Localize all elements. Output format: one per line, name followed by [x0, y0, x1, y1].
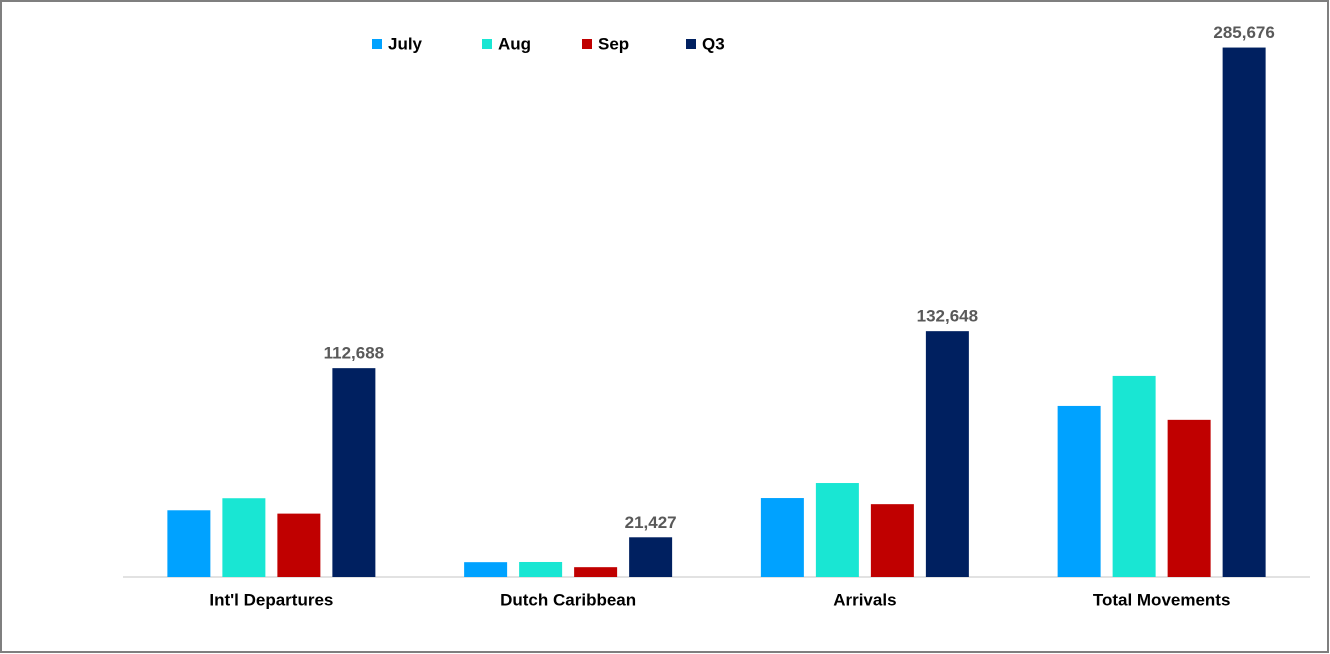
bar	[925, 331, 969, 577]
legend-label: Sep	[598, 34, 629, 53]
bar	[815, 483, 859, 577]
bar	[519, 561, 563, 577]
bar	[332, 368, 376, 577]
bar	[629, 537, 673, 577]
bar	[760, 498, 804, 577]
bar	[222, 498, 266, 577]
legend-label: July	[388, 34, 423, 53]
value-label: 21,427	[625, 513, 677, 532]
value-label: 112,688	[324, 344, 385, 363]
x-tick-label: Int'l Departures	[209, 590, 333, 609]
x-tick-label: Total Movements	[1093, 590, 1231, 609]
bar	[1222, 47, 1266, 578]
legend-swatch	[686, 39, 696, 49]
value-label: 285,676	[1213, 23, 1274, 42]
value-label: 132,648	[917, 307, 978, 326]
bar	[1057, 405, 1101, 577]
bar	[167, 510, 211, 577]
legend-label: Aug	[498, 34, 531, 53]
legend-swatch	[582, 39, 592, 49]
bar	[1167, 419, 1211, 577]
legend-label: Q3	[702, 34, 725, 53]
x-tick-label: Arrivals	[833, 590, 896, 609]
bar	[1112, 375, 1156, 577]
x-tick-label: Dutch Caribbean	[500, 590, 636, 609]
bar	[870, 504, 914, 577]
legend-swatch	[482, 39, 492, 49]
bar	[574, 567, 618, 577]
bar	[464, 562, 508, 577]
legend-swatch	[372, 39, 382, 49]
bar	[277, 513, 321, 577]
